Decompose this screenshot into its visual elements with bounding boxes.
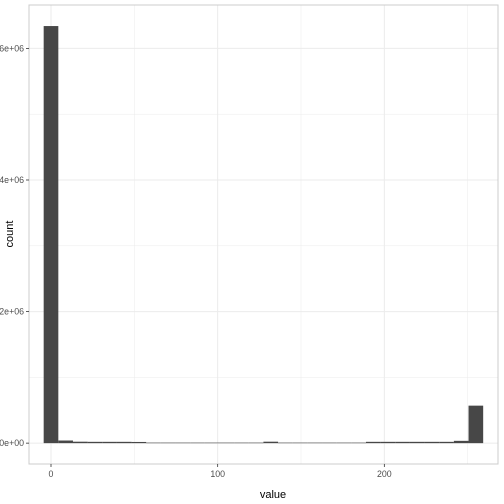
x-tick-label: 100 (210, 469, 225, 479)
histogram-bar (322, 442, 337, 444)
panel-border (28, 4, 499, 465)
y-tick-label: 4e+06 (0, 175, 24, 185)
histogram-bar (43, 26, 59, 444)
histogram-bar (160, 442, 176, 444)
histogram-bar (424, 441, 440, 444)
y-tick-label: 6e+06 (0, 43, 24, 53)
plot-panel (28, 4, 499, 465)
histogram-bar (234, 442, 249, 444)
y-tick-label: 0e+00 (0, 438, 24, 448)
histogram-bar (278, 442, 293, 444)
histogram-bar (409, 441, 425, 444)
y-axis: 0e+00 2e+06 4e+06 6e+06 (0, 43, 29, 448)
x-tick-label: 200 (377, 469, 392, 479)
x-axis-title: value (260, 489, 286, 501)
histogram-bar (336, 442, 352, 444)
y-tick-label: 2e+06 (0, 307, 24, 317)
histogram-bar (292, 442, 308, 444)
x-axis: 0 100 200 (49, 464, 392, 479)
histogram-bar (468, 405, 484, 444)
histogram-bar (395, 441, 410, 444)
histogram-bar (219, 442, 235, 444)
histogram-bar (307, 442, 323, 444)
histogram-bar (87, 441, 103, 444)
histogram-bar (351, 442, 366, 444)
histogram-bar (263, 441, 279, 444)
histogram-bar (248, 442, 264, 444)
histogram-bar (439, 441, 454, 444)
histogram-bar (116, 441, 132, 444)
histogram-bar (72, 441, 88, 444)
histogram-bar (58, 440, 73, 444)
histogram-bar (453, 440, 469, 444)
histogram-bar (365, 441, 381, 444)
histogram-bar (190, 442, 205, 444)
histogram-bar (146, 442, 161, 444)
histogram-bar (131, 441, 147, 444)
histogram-bar (204, 442, 220, 444)
histogram-bar (380, 441, 396, 444)
panel-background (29, 5, 498, 464)
histogram-bars (43, 26, 484, 444)
y-axis-title: count (4, 221, 16, 248)
histogram-bar (175, 442, 191, 444)
x-tick-label: 0 (49, 469, 54, 479)
histogram-bar (102, 441, 117, 444)
